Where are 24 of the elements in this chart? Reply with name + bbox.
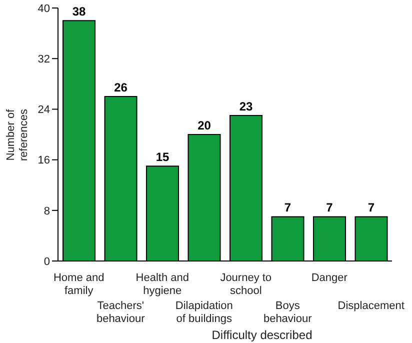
x-tick-label: Dilapidation of buildings <box>175 300 233 325</box>
x-tick-label: Displacement <box>338 300 404 312</box>
y-tick-label: 16 <box>38 154 50 167</box>
x-tick-label: Danger <box>311 272 348 284</box>
data-label: 15 <box>156 150 170 164</box>
data-label: 23 <box>239 100 254 114</box>
data-label: 26 <box>114 80 128 95</box>
y-axis-title: Number of references <box>5 108 30 161</box>
data-label: 38 <box>72 4 86 19</box>
x-axis-title: Difficulty described <box>212 328 312 342</box>
x-tick-label: Teachers' behaviour <box>96 300 146 325</box>
y-tick-label: 40 <box>38 2 50 15</box>
x-tick-label: Journey to school <box>220 272 272 297</box>
x-tick-label: Home and family <box>53 272 104 297</box>
y-tick-label: 0 <box>44 256 50 268</box>
data-label: 20 <box>198 118 212 132</box>
y-tick-label: 24 <box>38 104 50 116</box>
data-label: 7 <box>326 200 334 215</box>
data-label: 7 <box>368 200 375 215</box>
y-tick-label: 8 <box>44 205 50 218</box>
data-label: 7 <box>284 200 292 215</box>
x-tick-label: Boys behaviour <box>263 300 312 325</box>
x-tick-label: Health and hygiene <box>136 272 189 297</box>
y-tick-label: 32 <box>38 54 50 66</box>
